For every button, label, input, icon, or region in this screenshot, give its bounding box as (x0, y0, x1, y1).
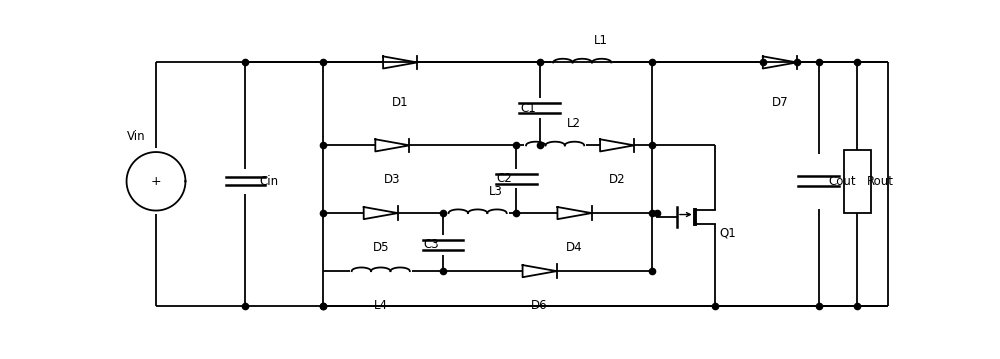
Text: C1: C1 (520, 102, 536, 115)
Text: Cout: Cout (828, 175, 856, 188)
Text: D1: D1 (392, 95, 408, 109)
Text: Vin: Vin (127, 130, 146, 143)
Text: D7: D7 (772, 95, 788, 109)
Bar (844, 149, 871, 213)
Text: L1: L1 (594, 34, 608, 47)
Text: L3: L3 (489, 185, 503, 198)
Text: L2: L2 (567, 117, 581, 130)
Text: D6: D6 (531, 299, 548, 312)
Text: C3: C3 (423, 238, 439, 251)
Text: Cin: Cin (259, 175, 278, 188)
Text: D5: D5 (372, 241, 389, 254)
Text: D4: D4 (566, 241, 583, 254)
Text: L4: L4 (374, 299, 388, 312)
Text: Rout: Rout (867, 175, 894, 188)
Text: +: + (151, 175, 161, 188)
Text: Q1: Q1 (720, 226, 737, 239)
Text: C2: C2 (497, 172, 512, 185)
Text: D3: D3 (384, 173, 401, 186)
Text: D2: D2 (609, 173, 625, 186)
